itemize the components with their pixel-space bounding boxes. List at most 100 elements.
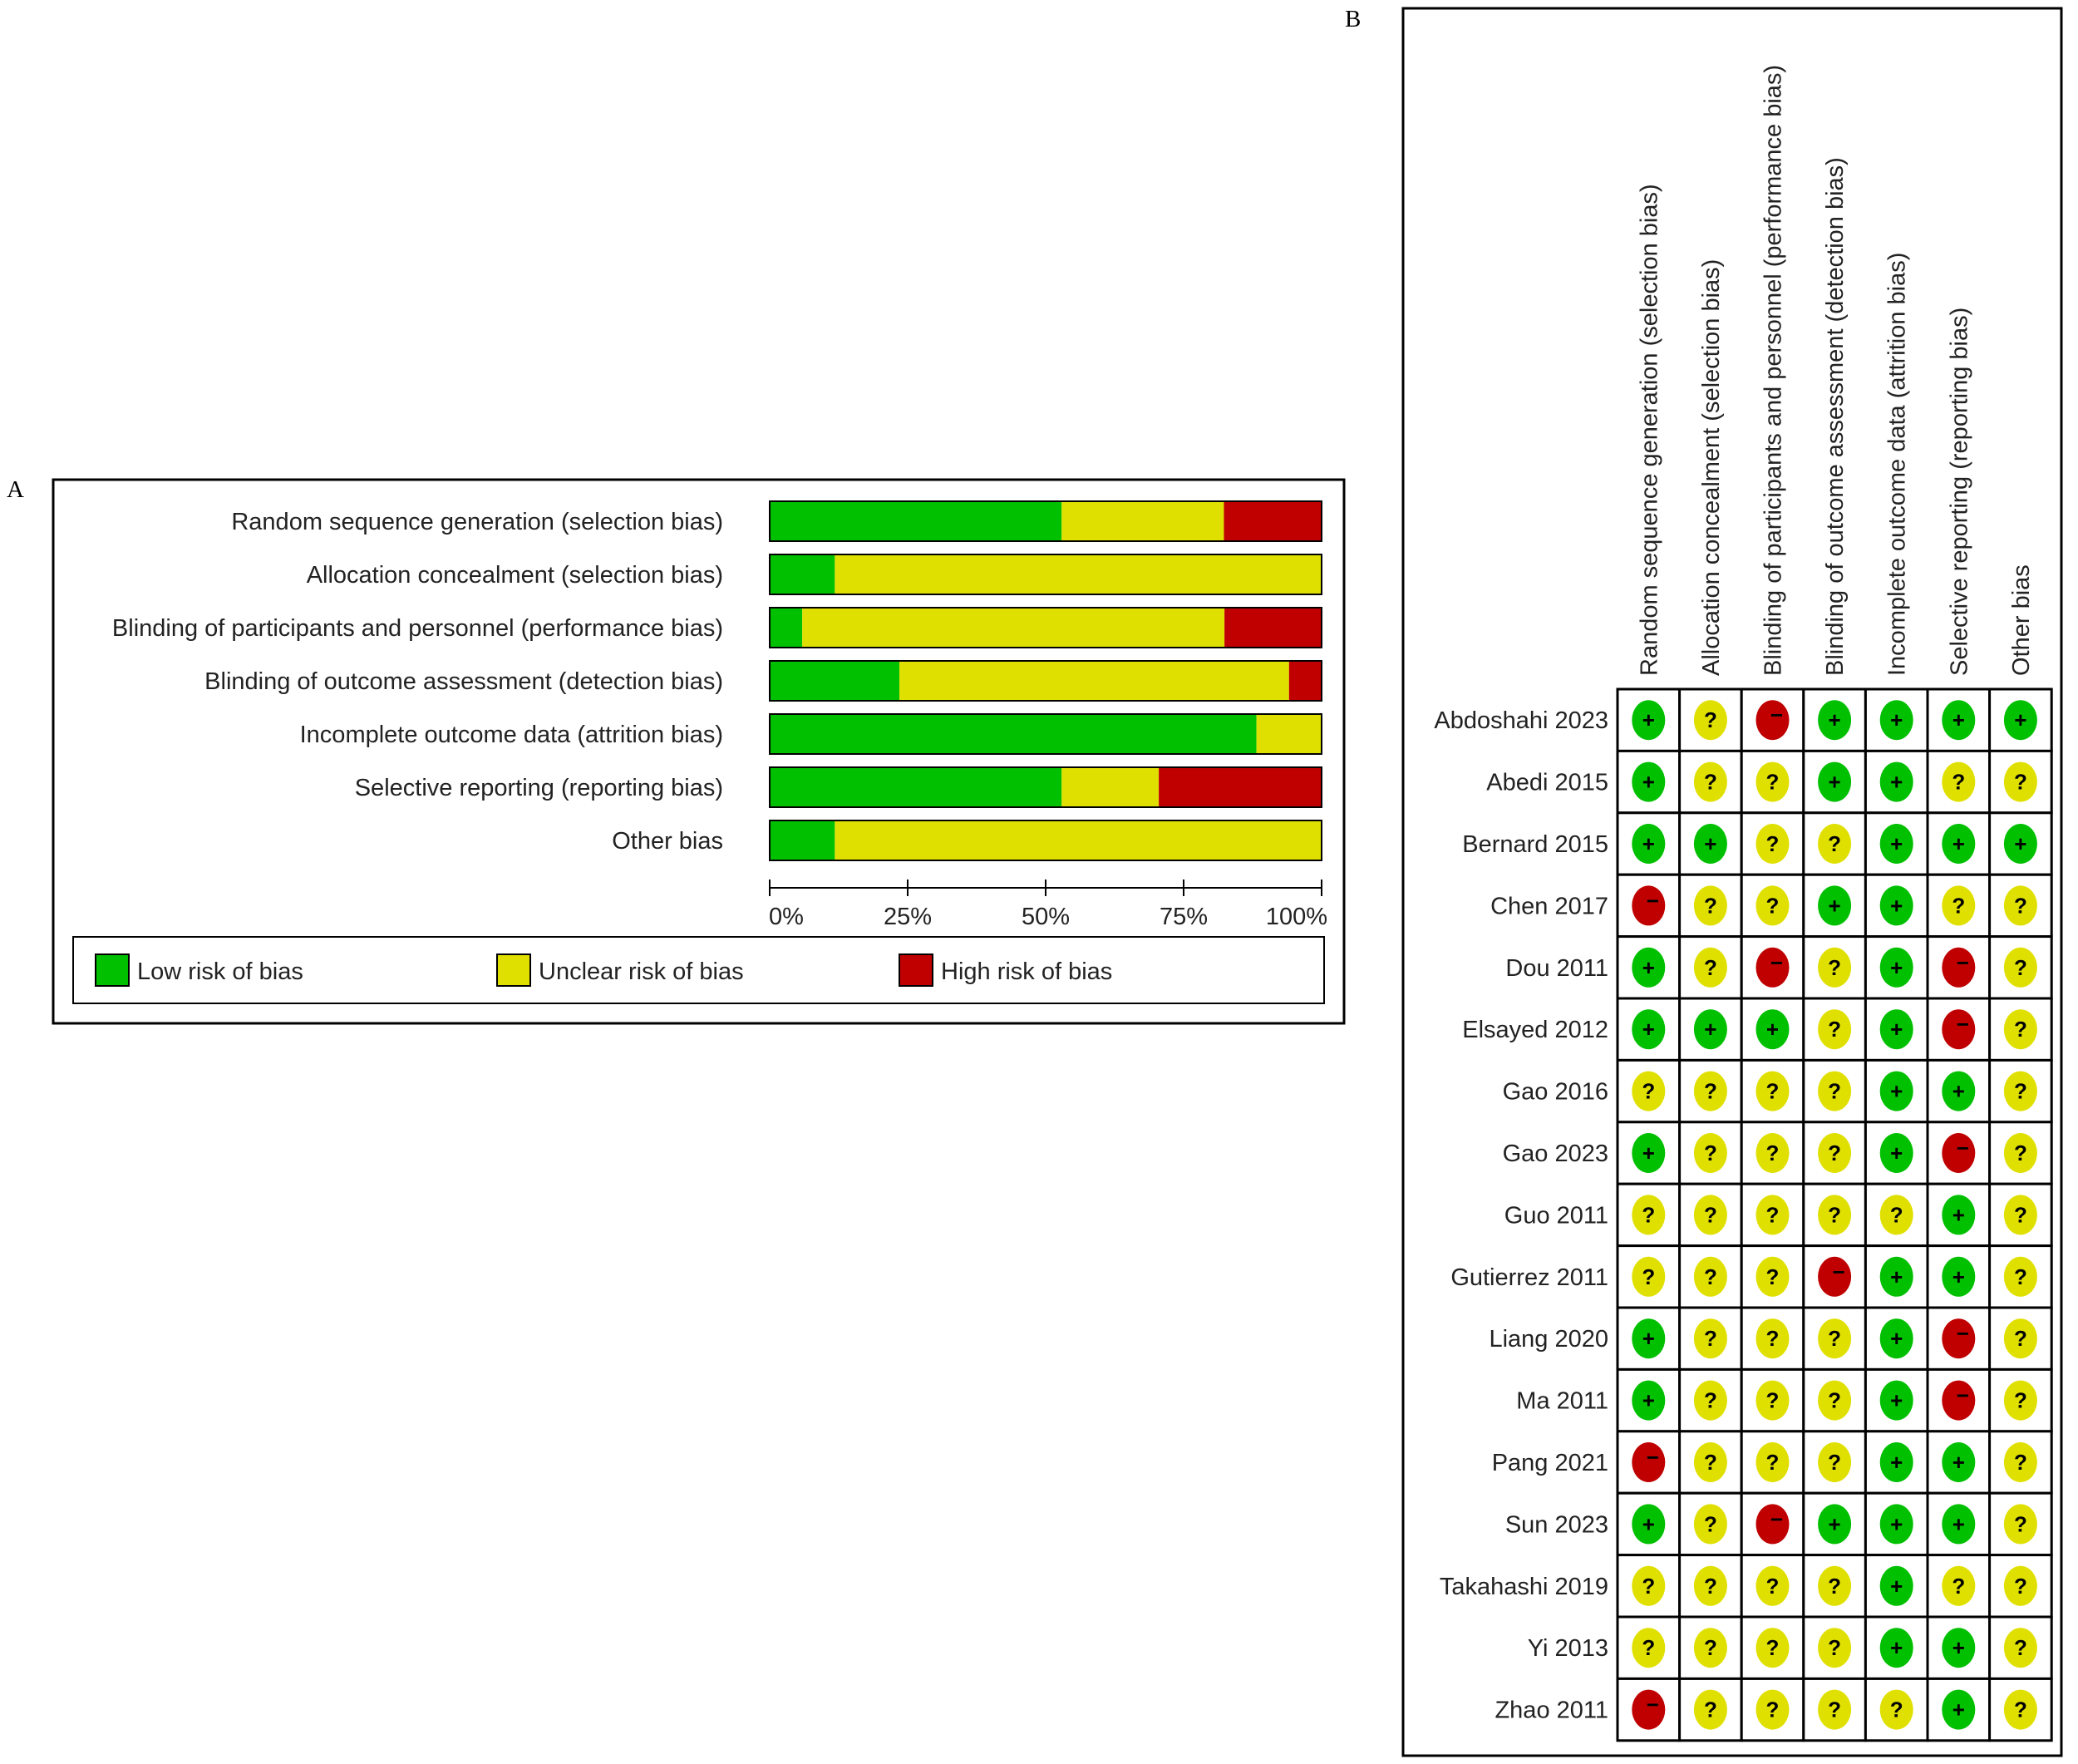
- rating-high-icon: [1942, 1318, 1976, 1359]
- question-icon: ?: [1952, 770, 1965, 795]
- plus-icon: +: [1642, 1326, 1655, 1351]
- rating-unclear-icon: [1693, 885, 1727, 926]
- plus-icon: +: [1642, 955, 1655, 980]
- bar-segment-low: [770, 714, 1257, 754]
- plus-icon: +: [1890, 1264, 1903, 1289]
- study-label: Zhao 2011: [1494, 1697, 1608, 1724]
- plus-icon: +: [1829, 893, 1841, 918]
- column-header: Incomplete outcome data (attrition bias): [1884, 253, 1911, 676]
- study-label: Gutierrez 2011: [1450, 1264, 1608, 1291]
- rating-unclear-icon: [1632, 1565, 1666, 1606]
- question-icon: ?: [1704, 955, 1717, 980]
- question-icon: ?: [2014, 1017, 2027, 1042]
- legend-swatch-low: [95, 953, 130, 987]
- question-icon: ?: [1766, 1202, 1780, 1227]
- plus-icon: +: [2014, 831, 2026, 856]
- plus-icon: +: [1766, 1017, 1779, 1042]
- rating-low-icon: [1942, 1689, 1976, 1730]
- rating-low-icon: [1879, 885, 1913, 926]
- rating-unclear-icon: [1818, 1071, 1852, 1111]
- rating-low-icon: [1879, 1442, 1913, 1482]
- rating-low-icon: [1632, 1504, 1666, 1545]
- plus-icon: +: [1704, 831, 1716, 856]
- rating-unclear-icon: [1693, 1442, 1727, 1482]
- question-icon: ?: [1642, 1574, 1655, 1599]
- legend-label: Low risk of bias: [137, 958, 303, 985]
- rating-unclear-icon: [2003, 1689, 2037, 1730]
- study-label: Dou 2011: [1505, 955, 1608, 982]
- bar-segment-high: [1159, 767, 1322, 807]
- question-icon: ?: [1828, 1017, 1841, 1042]
- question-icon: ?: [1766, 1141, 1780, 1165]
- rating-low-icon: [1942, 700, 1976, 741]
- question-icon: ?: [1828, 1574, 1841, 1599]
- rating-unclear-icon: [1693, 1256, 1727, 1297]
- category-label: Selective reporting (reporting bias): [355, 775, 723, 801]
- question-icon: ?: [1766, 1264, 1780, 1289]
- column-header: Blinding of participants and personnel (…: [1760, 65, 1787, 676]
- bar-outline: [769, 554, 1322, 595]
- category-label: Blinding of outcome assessment (detectio…: [204, 668, 723, 695]
- rating-unclear-icon: [1755, 1318, 1790, 1359]
- rating-high-icon: [1755, 1504, 1790, 1545]
- rating-unclear-icon: [1693, 700, 1727, 741]
- plus-icon: +: [1890, 1388, 1903, 1413]
- bar-outline: [769, 766, 1322, 808]
- rating-high-icon: [1818, 1256, 1852, 1297]
- question-icon: ?: [2014, 1264, 2027, 1289]
- rating-low-icon: [1879, 1628, 1913, 1668]
- rating-high-icon: [1942, 1380, 1976, 1421]
- category-label: Blinding of participants and personnel (…: [112, 615, 723, 642]
- question-icon: ?: [1766, 831, 1780, 856]
- plus-icon: +: [1890, 955, 1903, 980]
- question-icon: ?: [1890, 1697, 1903, 1722]
- plus-icon: +: [1829, 707, 1841, 732]
- bar-segment-low: [770, 661, 900, 701]
- plus-icon: +: [1890, 1450, 1903, 1475]
- plus-icon: +: [1952, 831, 1965, 856]
- bar-segment-unclear: [1061, 501, 1224, 541]
- rating-unclear-icon: [1879, 1195, 1913, 1235]
- rating-high-icon: [1942, 947, 1976, 988]
- rating-low-icon: [1879, 1256, 1913, 1297]
- question-icon: ?: [2014, 1388, 2027, 1413]
- question-icon: ?: [2014, 893, 2027, 918]
- question-icon: ?: [2014, 1511, 2027, 1536]
- rating-unclear-icon: [2003, 1133, 2037, 1173]
- study-label: Pang 2021: [1492, 1450, 1608, 1476]
- rating-unclear-icon: [1632, 1256, 1666, 1297]
- rating-unclear-icon: [2003, 885, 2037, 926]
- question-icon: ?: [1704, 1388, 1717, 1413]
- panel-a-label: A: [7, 476, 24, 503]
- question-icon: ?: [1828, 1326, 1841, 1351]
- column-header: Other bias: [2008, 564, 2035, 676]
- question-icon: ?: [1642, 1079, 1655, 1104]
- question-icon: ?: [1766, 1697, 1780, 1722]
- rating-unclear-icon: [1818, 1195, 1852, 1235]
- question-icon: ?: [1766, 1635, 1780, 1660]
- legend-swatch-unclear: [496, 953, 531, 987]
- rating-unclear-icon: [2003, 761, 2037, 802]
- x-axis: 0% 25% 50% 75% 100%: [769, 880, 1327, 930]
- rating-unclear-icon: [1693, 1504, 1727, 1545]
- rating-unclear-icon: [1755, 1628, 1790, 1668]
- rating-low-icon: [1942, 1195, 1976, 1235]
- rating-unclear-icon: [1942, 761, 1976, 802]
- plus-icon: +: [1890, 831, 1903, 856]
- rating-unclear-icon: [1818, 1380, 1852, 1421]
- study-label: Sun 2023: [1505, 1511, 1608, 1538]
- rating-low-icon: [1818, 885, 1852, 926]
- question-icon: ?: [1828, 831, 1841, 856]
- rating-low-icon: [1632, 1380, 1666, 1421]
- tick-label: 50%: [1022, 904, 1070, 930]
- tick-label: 100%: [1266, 904, 1327, 930]
- question-icon: ?: [1704, 893, 1717, 918]
- question-icon: ?: [1704, 707, 1717, 732]
- study-label: Gao 2016: [1503, 1079, 1608, 1106]
- question-icon: ?: [1704, 1511, 1717, 1536]
- plus-icon: +: [1952, 1202, 1965, 1227]
- question-icon: ?: [1704, 1079, 1717, 1104]
- plus-icon: +: [1952, 1697, 1965, 1722]
- rating-low-icon: [2003, 824, 2037, 864]
- bar-segment-low: [770, 608, 803, 648]
